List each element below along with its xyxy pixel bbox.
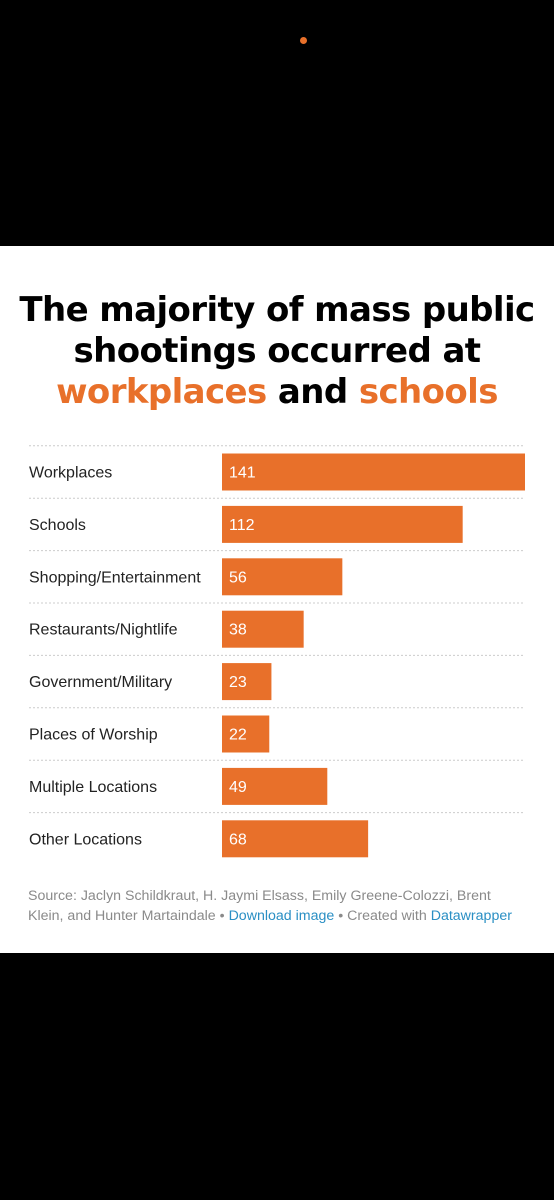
bar xyxy=(222,558,343,596)
source-separator: • xyxy=(334,908,348,924)
chart-source: Source: Jaclyn Schildkraut, H. Jaymi Els… xyxy=(28,886,528,926)
bar xyxy=(222,767,328,805)
category-label: Places of Worship xyxy=(29,727,158,744)
category-label: Multiple Locations xyxy=(29,779,157,796)
bar xyxy=(222,610,304,648)
bar xyxy=(222,715,270,753)
status-indicator-dot xyxy=(300,37,307,44)
bar-value-label: 38 xyxy=(229,622,247,639)
category-label: Schools xyxy=(29,517,86,534)
category-label: Government/Military xyxy=(29,674,172,691)
bar xyxy=(222,505,463,543)
datawrapper-link[interactable]: Datawrapper xyxy=(430,908,512,924)
bar-chart: Workplaces 141 Schools 112 Shopping/Entertai… xyxy=(29,445,525,858)
category-label: Shopping/Entertainment xyxy=(29,569,201,586)
chart-title: The majority of mass public shootings oc… xyxy=(0,290,554,413)
chart-card: The majority of mass public shootings oc… xyxy=(0,246,554,953)
bar xyxy=(222,453,525,491)
bar-value-label: 112 xyxy=(229,517,255,534)
created-with-text: Created with xyxy=(347,908,427,924)
category-label: Restaurants/Nightlife xyxy=(29,622,178,639)
bar-value-label: 49 xyxy=(229,779,247,796)
category-label: Workplaces xyxy=(29,465,112,482)
category-label: Other Locations xyxy=(29,831,142,848)
source-text: Source: Jaclyn Schildkraut, H. Jaymi Els… xyxy=(28,888,491,924)
download-image-link[interactable]: Download image xyxy=(228,908,335,924)
title-highlight-workplaces: workplaces xyxy=(56,372,267,412)
bar-value-label: 23 xyxy=(229,674,247,691)
bar-value-label: 56 xyxy=(229,569,247,586)
title-part2: and xyxy=(266,372,359,412)
bar-value-label: 68 xyxy=(229,831,247,848)
bar-value-label: 141 xyxy=(229,465,256,482)
title-highlight-schools: schools xyxy=(358,372,499,412)
bar xyxy=(222,663,272,701)
bar xyxy=(222,820,369,858)
bar-value-label: 22 xyxy=(229,727,247,744)
source-separator: • xyxy=(215,908,229,924)
title-part1: The majority of mass public shootings oc… xyxy=(19,290,535,371)
